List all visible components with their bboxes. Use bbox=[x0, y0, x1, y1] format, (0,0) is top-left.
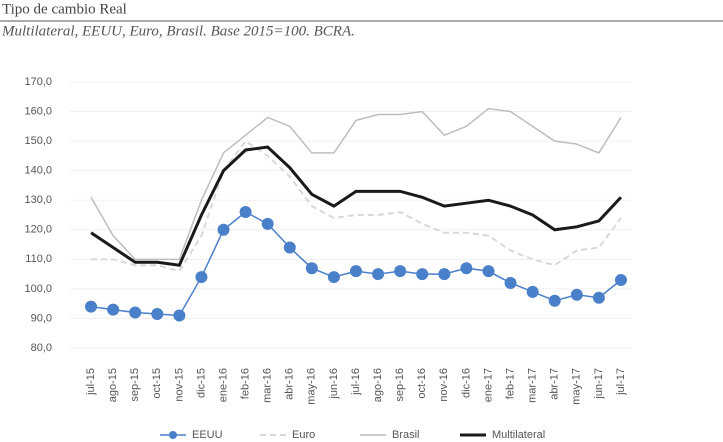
x-tick-label: ene-17 bbox=[482, 368, 494, 402]
data-point bbox=[327, 271, 340, 284]
x-tick-label: dic-15 bbox=[195, 368, 207, 398]
x-tick-label: jun-17 bbox=[593, 368, 605, 400]
x-tick-label: feb-16 bbox=[240, 368, 252, 399]
data-point bbox=[305, 262, 318, 275]
data-point bbox=[85, 300, 98, 313]
legend-label: Euro bbox=[292, 429, 315, 441]
y-tick-label: 150,0 bbox=[24, 135, 52, 147]
legend-label: Brasil bbox=[392, 429, 420, 441]
x-tick-label: oct-16 bbox=[416, 368, 428, 399]
x-tick-label: feb-17 bbox=[504, 368, 516, 399]
x-tick-label: ago-16 bbox=[372, 368, 384, 402]
data-point bbox=[129, 306, 142, 319]
x-tick-label: abr-16 bbox=[284, 368, 296, 400]
y-tick-label: 120,0 bbox=[24, 224, 52, 236]
x-tick-label: sep-16 bbox=[394, 368, 406, 402]
data-point bbox=[614, 274, 627, 287]
x-tick-label: ene-16 bbox=[217, 368, 229, 402]
y-tick-label: 130,0 bbox=[24, 194, 52, 206]
data-point bbox=[217, 223, 230, 236]
legend-label: EEUU bbox=[192, 429, 223, 441]
data-point bbox=[173, 309, 186, 322]
data-point bbox=[504, 276, 517, 289]
data-point bbox=[151, 308, 164, 321]
series-line bbox=[90, 107, 622, 261]
x-tick-label: may-17 bbox=[571, 368, 583, 405]
y-tick-label: 140,0 bbox=[24, 165, 52, 177]
data-point bbox=[416, 268, 429, 281]
data-point bbox=[107, 303, 120, 316]
data-point bbox=[394, 265, 407, 278]
data-point bbox=[283, 241, 296, 254]
x-tick-label: nov-15 bbox=[173, 368, 185, 402]
data-point bbox=[438, 268, 451, 281]
data-point bbox=[592, 291, 605, 304]
x-tick-label: oct-15 bbox=[151, 368, 163, 399]
data-point bbox=[482, 265, 495, 278]
series-line bbox=[91, 139, 622, 273]
x-tick-label: jul-17 bbox=[615, 368, 627, 396]
x-tick-label: may-16 bbox=[306, 368, 318, 405]
data-point bbox=[570, 288, 583, 301]
data-point bbox=[195, 271, 208, 284]
chart-title: Tipo de cambio Real bbox=[2, 1, 127, 17]
legend-label: Multilateral bbox=[492, 429, 545, 441]
y-tick-label: 80,0 bbox=[31, 342, 52, 354]
data-point bbox=[239, 206, 252, 219]
legend-marker bbox=[169, 431, 177, 439]
x-tick-label: jul-16 bbox=[350, 368, 362, 396]
x-tick-label: nov-16 bbox=[438, 368, 450, 402]
data-point bbox=[526, 285, 539, 298]
x-tick-label: abr-17 bbox=[549, 368, 561, 400]
y-tick-label: 100,0 bbox=[24, 283, 52, 295]
x-tick-label: dic-16 bbox=[460, 368, 472, 398]
data-point bbox=[548, 294, 561, 307]
data-point bbox=[460, 262, 473, 275]
data-point bbox=[261, 217, 274, 230]
y-tick-label: 160,0 bbox=[24, 105, 52, 117]
series-line bbox=[90, 145, 623, 267]
x-tick-label: mar-16 bbox=[262, 368, 274, 403]
y-tick-label: 110,0 bbox=[25, 253, 52, 265]
x-tick-label: jul-15 bbox=[85, 368, 97, 396]
chart-subtitle: Multilateral, EEUU, Euro, Brasil. Base 2… bbox=[1, 23, 355, 39]
data-point bbox=[372, 268, 385, 281]
data-point bbox=[350, 265, 362, 278]
x-tick-label: ago-15 bbox=[107, 368, 119, 402]
x-tick-label: sep-15 bbox=[129, 368, 141, 402]
y-tick-label: 170,0 bbox=[24, 76, 52, 88]
x-tick-label: jun-16 bbox=[328, 368, 340, 400]
x-tick-label: mar-17 bbox=[527, 368, 539, 403]
y-tick-label: 90,0 bbox=[31, 312, 52, 324]
